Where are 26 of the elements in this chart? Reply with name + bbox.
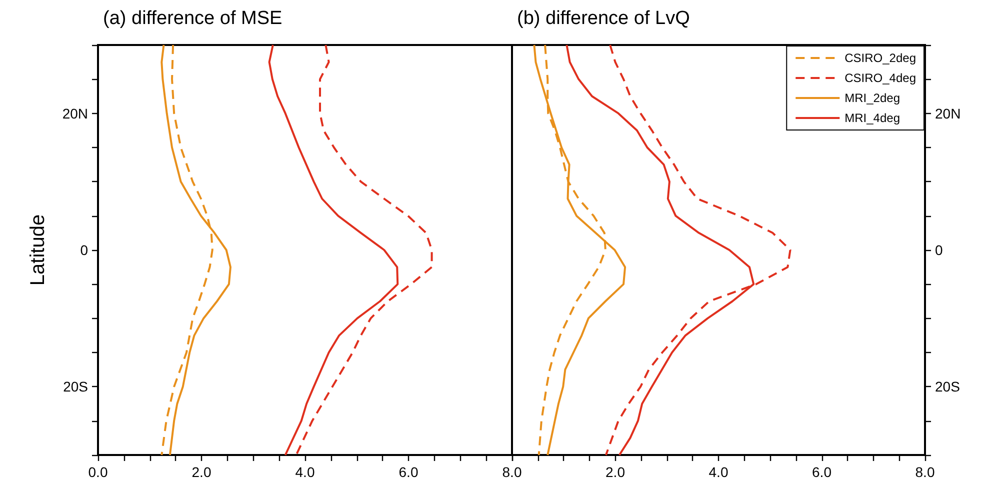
- legend-label: CSIRO_2deg: [844, 51, 916, 65]
- chart-title: (a) difference of MSE: [103, 8, 282, 29]
- y2-tick-label: 20N: [935, 105, 961, 122]
- x-tick-label: 2.0: [606, 464, 626, 480]
- x-tick-label: 8.0: [502, 464, 522, 480]
- x-tick-label: 4.0: [295, 464, 315, 480]
- y-axis-title: Latitude: [27, 214, 49, 286]
- y-tick-label: 20S: [63, 378, 88, 395]
- line-series: [295, 44, 433, 456]
- y2-tick-label: 0: [935, 242, 943, 258]
- line-series: [268, 44, 399, 456]
- line-series: [533, 44, 626, 456]
- x-tick-label: 2.0: [192, 464, 212, 480]
- x-tick-label: 0.0: [88, 464, 108, 480]
- line-series: [160, 44, 232, 456]
- legend-label: MRI_4deg: [844, 111, 900, 125]
- x-tick-label: 8.0: [915, 464, 935, 480]
- legend-label: CSIRO_4deg: [844, 71, 916, 85]
- chart-title: (b) difference of LvQ: [517, 8, 690, 29]
- y2-tick-label: 20S: [935, 378, 960, 395]
- x-tick-label: 4.0: [708, 464, 728, 480]
- legend-label: MRI_2deg: [844, 91, 900, 105]
- x-tick-label: 6.0: [398, 464, 418, 480]
- y-tick-label: 20N: [62, 105, 88, 122]
- y-tick-label: 0: [80, 242, 88, 258]
- x-tick-label: 6.0: [812, 464, 832, 480]
